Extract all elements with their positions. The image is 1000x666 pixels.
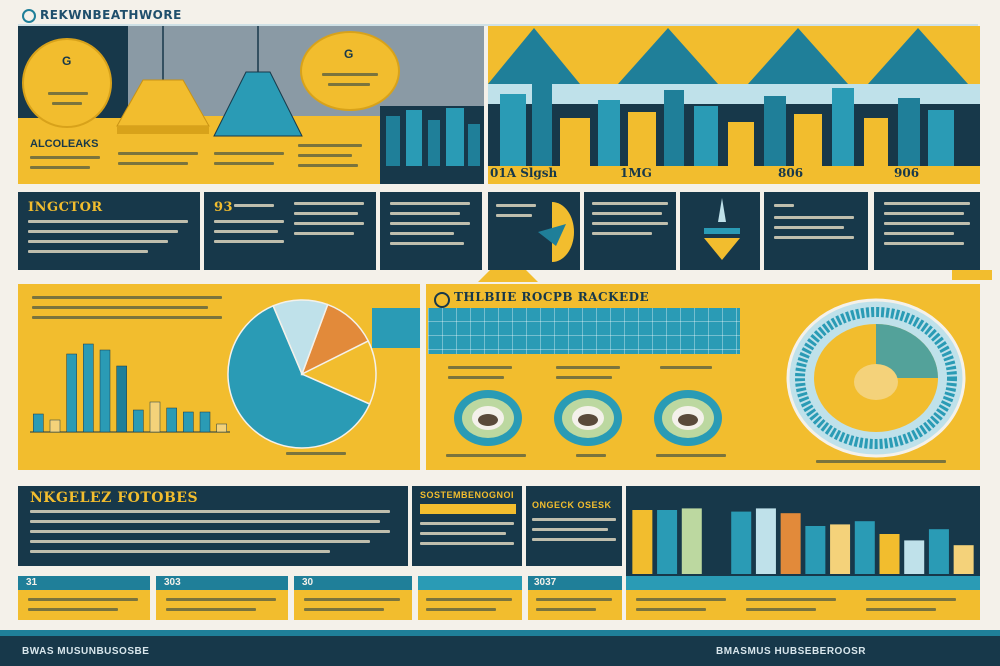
bar bbox=[83, 343, 94, 433]
bar bbox=[66, 353, 77, 433]
tile-2-number: 303 bbox=[164, 577, 181, 588]
bar bbox=[755, 508, 776, 574]
top-banner: G G ALCOLEAKS bbox=[18, 26, 980, 184]
logo-icon bbox=[22, 9, 36, 23]
donut-icon bbox=[454, 390, 522, 446]
mountain-icons bbox=[488, 28, 980, 184]
info-circle-icon bbox=[434, 292, 450, 308]
bar bbox=[632, 510, 653, 574]
bar bbox=[904, 540, 925, 574]
bird-icon bbox=[538, 202, 574, 262]
header-bar: REKWNBEATHWORE bbox=[0, 0, 1000, 24]
bar bbox=[116, 365, 127, 433]
bar bbox=[731, 511, 752, 574]
bar bbox=[183, 411, 194, 433]
info-panel-1-title: INGCTOR bbox=[28, 200, 103, 215]
bar bbox=[805, 526, 826, 574]
pie-slice bbox=[227, 304, 371, 449]
bar bbox=[199, 411, 211, 433]
footer-bar: BWAS MUSUNBUSOSBE BMASMUS HUBSEBEROOSR bbox=[0, 630, 1000, 666]
lamp-icon bbox=[213, 26, 303, 137]
bottom-sub-panel-b: ONGECK OSESK bbox=[526, 486, 622, 566]
bar bbox=[953, 545, 974, 574]
info-panel-4 bbox=[488, 192, 580, 270]
info-panel-1: INGCTOR bbox=[18, 192, 200, 270]
bottom-sub-b-title: ONGECK OSESK bbox=[532, 500, 612, 510]
tower-icon bbox=[704, 198, 740, 260]
info-panel-5 bbox=[584, 192, 676, 270]
connector-strip bbox=[18, 270, 992, 282]
bar bbox=[854, 521, 875, 574]
bar bbox=[879, 534, 900, 574]
pie-slice bbox=[300, 339, 377, 405]
info-panel-2-number: 93 bbox=[214, 200, 234, 215]
bar bbox=[99, 349, 111, 433]
center-panel-title: THLBIIE ROCPB RACKEDE bbox=[454, 290, 650, 304]
tile-5: 3037 bbox=[528, 576, 622, 620]
bar bbox=[133, 409, 144, 433]
header-rule bbox=[18, 24, 978, 26]
info-panel-3 bbox=[380, 192, 482, 270]
tile-1-number: 31 bbox=[26, 577, 38, 588]
bubble-left: G bbox=[22, 38, 112, 128]
skyline-left bbox=[380, 106, 484, 184]
bubble-left-glyph: G bbox=[62, 54, 72, 68]
tile-6 bbox=[626, 576, 980, 620]
bar-chart bbox=[632, 508, 974, 574]
bar bbox=[830, 524, 851, 574]
bottom-sub-panel-a: SOSTEMBENOGNOI bbox=[412, 486, 522, 566]
center-panel: THLBIIE ROCPB RACKEDE bbox=[426, 284, 980, 470]
bar bbox=[216, 423, 227, 433]
bar-chart bbox=[30, 343, 230, 433]
page-title: REKWNBEATHWORE bbox=[40, 8, 182, 22]
info-panel-2: 93 bbox=[204, 192, 376, 270]
donut-icon bbox=[554, 390, 622, 446]
city-label-1: 01A Slgsh bbox=[490, 166, 558, 180]
bar bbox=[780, 513, 801, 574]
bubble-right: G bbox=[300, 31, 400, 111]
tile-3: 30 bbox=[294, 576, 412, 620]
ring-gauge bbox=[786, 298, 966, 458]
tile-2: 303 bbox=[156, 576, 288, 620]
city-label-2: 1MG bbox=[620, 166, 652, 180]
city-label-3: 806 bbox=[778, 166, 804, 180]
bar bbox=[706, 510, 727, 574]
tile-1: 31 bbox=[18, 576, 150, 620]
bottom-title: NKGELEZ FOTOBES bbox=[30, 490, 199, 506]
chart-panel bbox=[18, 284, 420, 470]
bar bbox=[33, 413, 44, 433]
tile-5-number: 3037 bbox=[534, 577, 557, 588]
grid-band bbox=[428, 308, 740, 354]
info-panel-6 bbox=[680, 192, 760, 270]
info-panel-8 bbox=[874, 192, 980, 270]
city-label-4: 906 bbox=[894, 166, 920, 180]
tile-4 bbox=[418, 576, 522, 620]
bottom-sub-a-title: SOSTEMBENOGNOI bbox=[420, 490, 515, 500]
bar bbox=[166, 407, 177, 433]
bubble-right-glyph: G bbox=[344, 47, 354, 61]
donut-icon bbox=[654, 390, 722, 446]
tile-3-number: 30 bbox=[302, 577, 314, 588]
footer-left-text: BWAS MUSUNBUSOSBE bbox=[22, 646, 150, 657]
lamp-icon bbox=[116, 26, 210, 134]
banner-left-caption: ALCOLEAKS bbox=[30, 138, 99, 150]
bar bbox=[149, 401, 161, 433]
bar bbox=[928, 529, 949, 574]
bar bbox=[657, 510, 678, 574]
pie-chart bbox=[227, 299, 377, 449]
pie-legend-tab bbox=[372, 308, 420, 348]
bar bbox=[49, 419, 61, 433]
bottom-text-panel: NKGELEZ FOTOBES bbox=[18, 486, 408, 566]
pie-slice bbox=[272, 299, 329, 377]
bar bbox=[681, 508, 702, 574]
bottom-chart-panel bbox=[626, 486, 980, 576]
footer-right-text: BMASMUS HUBSEBEROOSR bbox=[716, 646, 867, 657]
info-panel-7 bbox=[764, 192, 868, 270]
